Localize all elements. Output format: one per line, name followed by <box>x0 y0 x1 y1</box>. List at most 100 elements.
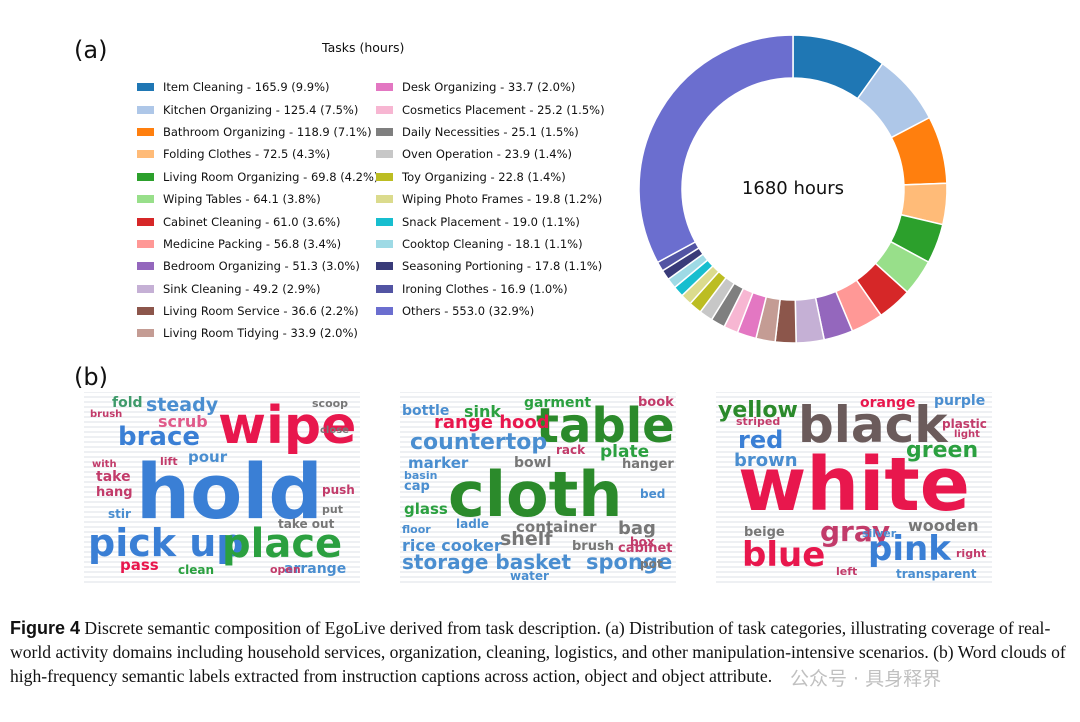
legend-item: Oven Operation - 23.9 (1.4%) <box>376 143 605 165</box>
legend-item: Bedroom Organizing - 51.3 (3.0%) <box>137 255 378 277</box>
word-cloud-word: bottle <box>402 403 450 419</box>
word-cloud-word: fold <box>112 395 143 411</box>
word-cloud-word: push <box>322 483 355 497</box>
word-cloud-word: range hood <box>434 412 550 433</box>
word-cloud-word: striped <box>736 415 781 428</box>
word-cloud-word: hanger <box>622 457 674 472</box>
legend-swatch <box>137 217 154 226</box>
legend-label: Desk Organizing - 33.7 (2.0%) <box>402 80 576 95</box>
word-cloud-word: white <box>738 442 970 528</box>
word-cloud-word: brush <box>572 539 614 554</box>
legend-item: Bathroom Organizing - 118.9 (7.1%) <box>137 121 378 143</box>
word-cloud-word: brush <box>90 409 123 420</box>
legend-title: Tasks (hours) <box>322 40 405 55</box>
legend-label: Sink Cleaning - 49.2 (2.9%) <box>163 281 321 296</box>
word-cloud-word: close <box>320 425 349 436</box>
legend-swatch <box>376 127 393 136</box>
word-cloud-word: beige <box>744 525 785 540</box>
legend-label: Bedroom Organizing - 51.3 (3.0%) <box>163 259 360 274</box>
legend-label: Cooktop Cleaning - 18.1 (1.1%) <box>402 236 583 251</box>
word-cloud-word: red <box>738 426 784 454</box>
legend-label: Folding Clothes - 72.5 (4.3%) <box>163 147 331 162</box>
legend-label: Living Room Organizing - 69.8 (4.2%) <box>163 169 379 184</box>
legend-label: Others - 553.0 (32.9%) <box>402 304 535 319</box>
word-cloud-word: blue <box>742 535 826 575</box>
legend-swatch <box>137 105 154 114</box>
legend-label: Wiping Tables - 64.1 (3.8%) <box>163 192 321 207</box>
legend-label: Snack Placement - 19.0 (1.1%) <box>402 214 580 229</box>
legend-label: Ironing Clothes - 16.9 (1.0%) <box>402 281 568 296</box>
donut-center-label: 1680 hours <box>742 178 844 199</box>
word-cloud-word: plastic <box>942 417 987 431</box>
word-cloud-word: gray <box>820 515 891 548</box>
legend-label: Cosmetics Placement - 25.2 (1.5%) <box>402 102 605 117</box>
word-cloud-word: orange <box>860 395 916 411</box>
legend-item: Item Cleaning - 165.9 (9.9%) <box>137 76 378 98</box>
word-cloud-word: bag <box>618 518 656 539</box>
legend-item: Desk Organizing - 33.7 (2.0%) <box>376 76 605 98</box>
legend-swatch <box>376 239 393 248</box>
legend-swatch <box>137 307 154 316</box>
word-cloud-word: black <box>798 396 948 454</box>
word-cloud-word: table <box>536 398 675 454</box>
panel-b-label: (b) <box>74 363 108 391</box>
legend-item: Kitchen Organizing - 125.4 (7.5%) <box>137 98 378 120</box>
word-cloud-word: book <box>638 395 674 410</box>
legend-item: Living Room Service - 36.6 (2.2%) <box>137 300 378 322</box>
word-cloud-word: marker <box>408 454 469 472</box>
word-cloud-word: stir <box>108 507 131 521</box>
word-cloud-word: sink <box>464 402 502 421</box>
word-cloud-word: put <box>322 503 343 516</box>
legend-swatch <box>137 284 154 293</box>
word-cloud-word: arrange <box>284 561 347 577</box>
word-cloud-word: open <box>270 563 301 576</box>
word-cloud-word: hang <box>96 485 133 500</box>
legend-label: Living Room Tidying - 33.9 (2.0%) <box>163 326 358 341</box>
legend-swatch <box>376 172 393 181</box>
legend-swatch <box>376 105 393 114</box>
word-cloud-word: glass <box>404 500 448 518</box>
legend-item: Medicine Packing - 56.8 (3.4%) <box>137 233 378 255</box>
word-cloud-word: right <box>956 547 987 560</box>
word-cloud-attribute: white black yellow red brown green blue gray pin… <box>716 392 992 583</box>
legend-swatch <box>137 127 154 136</box>
donut-slices <box>638 34 948 344</box>
word-cloud-word: bowl <box>514 455 552 471</box>
legend-swatch <box>376 284 393 293</box>
word-cloud-action: hold wipe pick up place brace steady scrub fold… <box>84 392 360 583</box>
word-cloud-word: pour <box>188 448 228 466</box>
legend-item: Living Room Tidying - 33.9 (2.0%) <box>137 322 378 344</box>
donut-slice <box>638 34 794 264</box>
legend-item: Seasoning Portioning - 17.8 (1.1%) <box>376 255 605 277</box>
word-cloud-word: container <box>516 518 597 536</box>
legend-swatch <box>376 262 393 271</box>
legend-item: Toy Organizing - 22.8 (1.4%) <box>376 166 605 188</box>
legend-column-left: Item Cleaning - 165.9 (9.9%) Kitchen Orga… <box>137 76 378 345</box>
word-cloud-word: scrub <box>158 412 208 431</box>
legend-swatch <box>376 307 393 316</box>
legend-swatch <box>376 195 393 204</box>
figure-label: Figure 4 <box>10 618 81 638</box>
word-cloud-word: with <box>92 459 117 470</box>
legend-item: Sink Cleaning - 49.2 (2.9%) <box>137 278 378 300</box>
word-cloud-word: rice cooker <box>402 536 502 555</box>
legend-item: Cabinet Cleaning - 61.0 (3.6%) <box>137 210 378 232</box>
legend-swatch <box>376 217 393 226</box>
word-cloud-object: cloth table countertop range hood bottle sink… <box>400 392 676 583</box>
legend-swatch <box>137 172 154 181</box>
legend-label: Seasoning Portioning - 17.8 (1.1%) <box>402 259 603 274</box>
word-cloud-word: yellow <box>718 398 798 423</box>
legend-item: Living Room Organizing - 69.8 (4.2%) <box>137 166 378 188</box>
legend-item: Ironing Clothes - 16.9 (1.0%) <box>376 278 605 300</box>
word-cloud-word: wipe <box>218 396 357 456</box>
legend-label: Bathroom Organizing - 118.9 (7.1%) <box>163 124 372 139</box>
legend-label: Toy Organizing - 22.8 (1.4%) <box>402 169 566 184</box>
word-cloud-word: silver <box>862 527 897 540</box>
legend-item: Others - 553.0 (32.9%) <box>376 300 605 322</box>
legend-label: Kitchen Organizing - 125.4 (7.5%) <box>163 102 359 117</box>
word-cloud-word: steady <box>146 394 219 416</box>
word-cloud-word: water <box>510 569 549 583</box>
legend-label: Wiping Photo Frames - 19.8 (1.2%) <box>402 192 603 207</box>
word-cloud-word: garment <box>524 395 592 411</box>
word-cloud-word: hold <box>136 447 323 536</box>
